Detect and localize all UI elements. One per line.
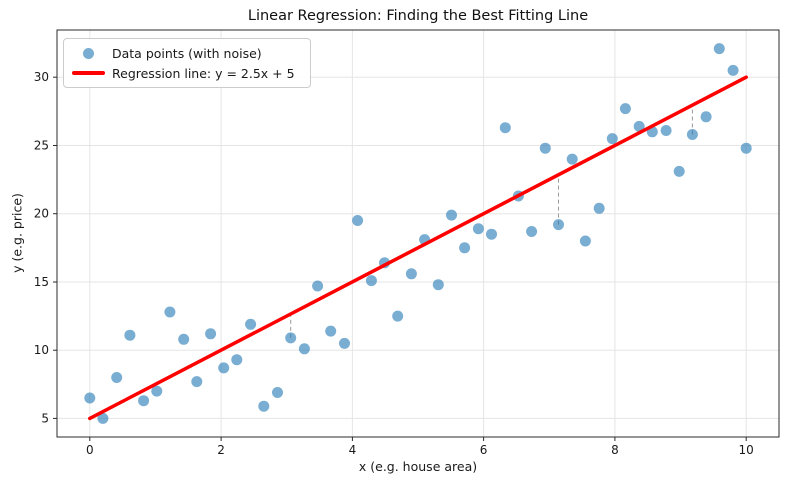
regression-line bbox=[88, 75, 748, 421]
scatter-point bbox=[606, 133, 618, 145]
y-tick-label: 20 bbox=[34, 207, 49, 221]
scatter-point bbox=[365, 275, 377, 287]
scatter-point bbox=[553, 219, 564, 231]
scatter-marker-icon bbox=[82, 47, 94, 59]
scatter-point bbox=[111, 372, 123, 383]
scatter-point bbox=[486, 228, 497, 240]
scatter-point bbox=[446, 209, 457, 221]
scatter-point bbox=[633, 120, 645, 132]
scatter-point bbox=[245, 318, 257, 330]
scatter-point bbox=[579, 235, 591, 247]
legend-item-line: Regression line: y = 2.5x + 5 bbox=[64, 63, 304, 83]
scatter-point bbox=[191, 376, 203, 388]
scatter-point bbox=[686, 129, 698, 140]
scatter-point bbox=[231, 354, 243, 366]
scatter-point bbox=[539, 142, 551, 154]
scatter-point bbox=[285, 332, 297, 344]
scatter-point bbox=[566, 153, 578, 165]
scatter-point bbox=[97, 412, 109, 424]
x-tick-label: 0 bbox=[86, 443, 94, 457]
scatter-point bbox=[138, 395, 150, 407]
scatter-point bbox=[258, 400, 270, 412]
y-tick-label: 5 bbox=[41, 411, 49, 425]
scatter-point bbox=[660, 125, 672, 136]
scatter-point bbox=[84, 392, 96, 404]
legend-item-scatter: Data points (with noise) bbox=[64, 43, 304, 63]
scatter-point bbox=[673, 165, 685, 177]
scatter-point bbox=[205, 328, 217, 340]
scatter-point bbox=[164, 306, 176, 318]
scatter-point bbox=[459, 242, 471, 254]
scatter-point bbox=[499, 122, 511, 134]
chart-title: Linear Regression: Finding the Best Fitt… bbox=[247, 8, 589, 24]
scatter-point bbox=[151, 385, 163, 397]
plot-spine bbox=[56, 29, 780, 438]
scatter-point bbox=[526, 226, 538, 237]
x-tick-label: 8 bbox=[611, 443, 619, 457]
y-axis-label: y (e.g. price) bbox=[9, 193, 25, 273]
scatter-point bbox=[312, 280, 324, 292]
scatter-point bbox=[124, 329, 136, 341]
scatter-point bbox=[352, 215, 364, 226]
scatter-point bbox=[405, 268, 417, 280]
scatter-point bbox=[272, 387, 283, 398]
scatter-point bbox=[218, 362, 230, 374]
y-tick-label: 15 bbox=[34, 275, 49, 289]
scatter-point bbox=[432, 279, 444, 291]
legend-label-scatter: Data points (with noise) bbox=[112, 45, 262, 61]
legend-handle bbox=[64, 47, 112, 59]
y-tick-label: 25 bbox=[34, 139, 49, 153]
x-tick-label: 4 bbox=[349, 443, 357, 457]
x-tick-label: 10 bbox=[739, 443, 754, 457]
scatter-point bbox=[593, 202, 605, 214]
scatter-point bbox=[392, 310, 404, 322]
x-axis-label: x (e.g. house area) bbox=[358, 459, 478, 474]
legend-label-line: Regression line: y = 2.5x + 5 bbox=[112, 65, 295, 81]
scatter-point bbox=[727, 64, 739, 76]
scatter-point bbox=[619, 103, 631, 115]
scatter-point bbox=[325, 325, 337, 337]
legend-handle bbox=[64, 71, 112, 75]
scatter-point bbox=[700, 111, 712, 123]
scatter-point bbox=[339, 337, 350, 349]
scatter-point bbox=[178, 333, 190, 345]
scatter-point bbox=[472, 223, 484, 235]
y-tick-label: 30 bbox=[34, 70, 49, 84]
y-tick-label: 10 bbox=[34, 343, 49, 357]
line-swatch-icon bbox=[71, 71, 105, 75]
legend: Data points (with noise) Regression line… bbox=[63, 38, 311, 88]
x-tick-label: 2 bbox=[217, 443, 225, 457]
scatter-point bbox=[713, 43, 725, 55]
scatter-point bbox=[740, 142, 752, 154]
x-tick-label: 6 bbox=[480, 443, 488, 457]
scatter-point bbox=[298, 343, 310, 355]
